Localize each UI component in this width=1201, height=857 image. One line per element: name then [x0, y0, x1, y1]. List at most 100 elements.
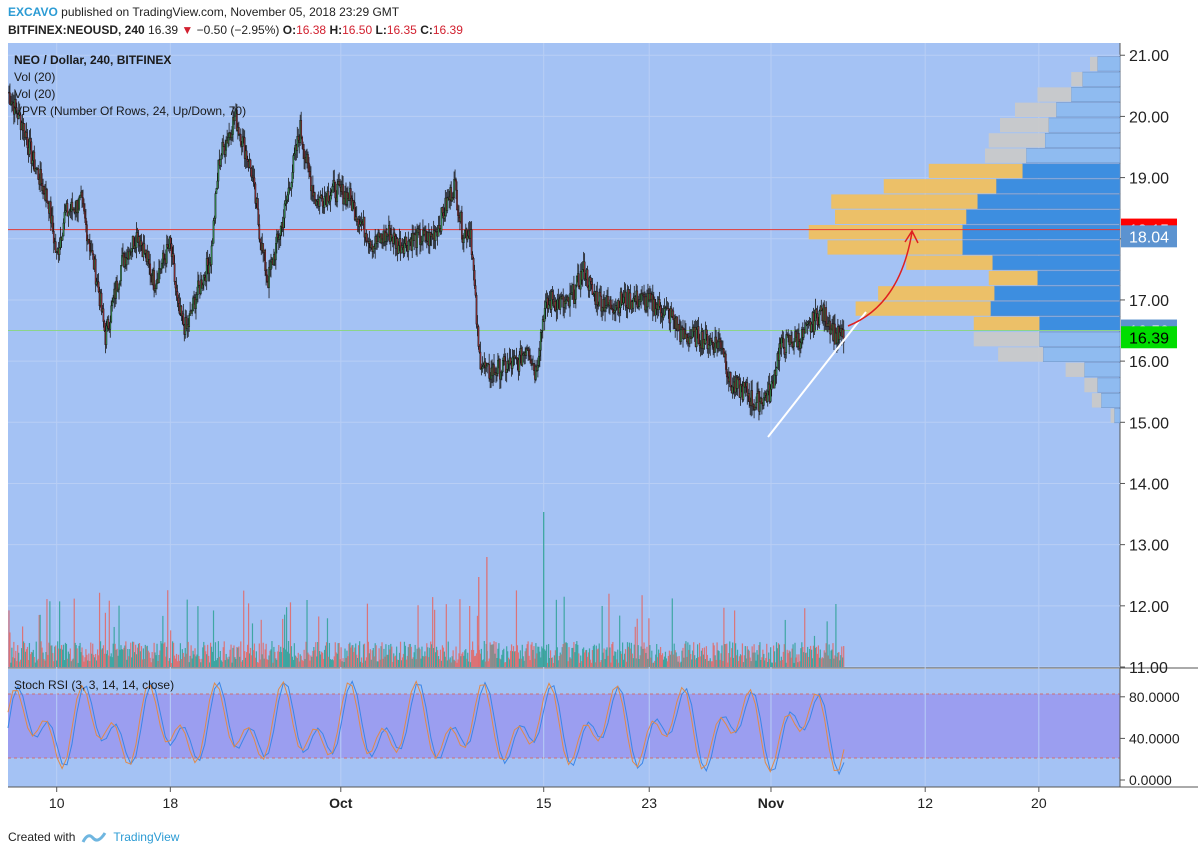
candle-body — [622, 296, 625, 304]
volume-bar — [215, 660, 218, 667]
candle-body — [158, 268, 160, 284]
volume-bar — [476, 615, 479, 667]
volume-bar — [652, 662, 654, 667]
volume-bar — [401, 657, 404, 667]
volume-bar — [630, 642, 632, 667]
volume-bar — [536, 653, 538, 667]
volume-bar — [9, 632, 11, 667]
volume-bar — [647, 658, 649, 667]
volume-bar — [769, 658, 771, 667]
candle-body — [241, 136, 244, 147]
volume-bar — [837, 652, 839, 667]
volume-bar — [624, 649, 627, 667]
volume-bar — [350, 647, 352, 667]
volume-bar — [242, 660, 244, 667]
volume-bar — [329, 659, 331, 667]
volume-bar — [38, 614, 40, 667]
symbol-label: BITFINEX:NEOUSD, 240 — [8, 23, 145, 37]
author-name[interactable]: EXCAVO — [8, 5, 58, 19]
main-pane[interactable] — [8, 43, 1120, 667]
candle-body — [84, 210, 86, 219]
candle-body — [810, 323, 813, 332]
volume-bar — [506, 646, 508, 667]
volume-bar — [625, 661, 628, 667]
volume-bar — [686, 656, 688, 667]
candle-body — [421, 240, 423, 244]
candle-body — [476, 323, 479, 327]
volume-bar — [396, 646, 398, 667]
volume-bar — [438, 659, 441, 667]
candle-body — [659, 306, 662, 314]
candle-body — [62, 222, 65, 237]
volume-bar — [319, 651, 321, 667]
stoch-axis[interactable]: 80.0000 40.0000 0.0000 — [1120, 689, 1180, 788]
volume-bar — [768, 652, 770, 667]
publish-info: published on TradingView.com, November 0… — [61, 5, 400, 19]
candle-body — [505, 368, 508, 373]
volume-bar — [358, 645, 360, 667]
volume-bar — [197, 606, 199, 667]
candle-body — [496, 373, 498, 376]
volume-bar — [598, 643, 600, 667]
candle-body — [140, 240, 143, 246]
volume-bar — [175, 653, 178, 667]
candle-body — [419, 229, 421, 245]
volume-bar — [739, 654, 742, 667]
volume-bar — [36, 660, 38, 667]
volume-bar — [481, 660, 483, 667]
candle-body — [793, 341, 795, 347]
volume-bar — [63, 660, 66, 667]
candle-body — [782, 338, 785, 348]
volume-bar — [157, 661, 159, 667]
volume-bar — [207, 644, 209, 667]
volume-bar — [104, 612, 107, 667]
candle-body — [153, 270, 155, 291]
volume-bar — [776, 648, 779, 667]
candle-body — [365, 233, 368, 242]
projection-arrow[interactable] — [847, 231, 913, 327]
volume-bar — [22, 626, 24, 667]
volume-bar — [594, 662, 596, 667]
volume-bar — [511, 651, 514, 667]
tradingview-link[interactable]: TradingView — [113, 830, 180, 844]
candle-body — [719, 338, 721, 343]
candle-body — [581, 269, 584, 281]
vpvr-up-row — [827, 240, 963, 255]
trendline-drawing[interactable] — [767, 311, 867, 438]
volume-bar — [753, 644, 755, 667]
volume-bar — [22, 641, 25, 667]
volume-bar — [828, 644, 830, 667]
time-axis[interactable]: 10 18 Oct 15 23 Nov 12 20 — [49, 787, 1047, 811]
vpvr-down-row — [1048, 117, 1121, 133]
candle-body — [632, 297, 635, 309]
volume-bar — [773, 651, 776, 667]
price-axis[interactable]: 21.0020.0019.0018.0017.0016.0015.0014.00… — [1120, 48, 1169, 677]
volume-bar — [467, 652, 469, 667]
volume-bar — [380, 646, 382, 667]
volume-bar — [651, 650, 653, 667]
volume-bar — [65, 643, 68, 667]
candle-body — [175, 287, 178, 292]
volume-bar — [304, 659, 306, 667]
volume-bar — [277, 651, 279, 667]
candle-body — [798, 333, 800, 342]
candle-body — [499, 358, 501, 380]
candle-body — [198, 280, 200, 286]
candle-body — [662, 314, 665, 318]
volume-bar — [74, 642, 76, 667]
volume-bar — [373, 656, 375, 667]
candle-body — [660, 312, 663, 317]
volume-bar — [8, 610, 10, 667]
volume-bar — [34, 662, 36, 667]
volume-bar — [470, 662, 472, 667]
x-tick-label: Oct — [329, 795, 353, 811]
volume-bar — [806, 652, 808, 667]
vpvr-down-row — [1039, 331, 1121, 347]
candle-body — [737, 377, 740, 380]
x-tick-label: 20 — [1031, 795, 1047, 811]
candle-body — [477, 326, 480, 347]
volume-bar — [455, 646, 457, 667]
candle-body — [488, 364, 491, 379]
candle-body — [173, 263, 176, 282]
